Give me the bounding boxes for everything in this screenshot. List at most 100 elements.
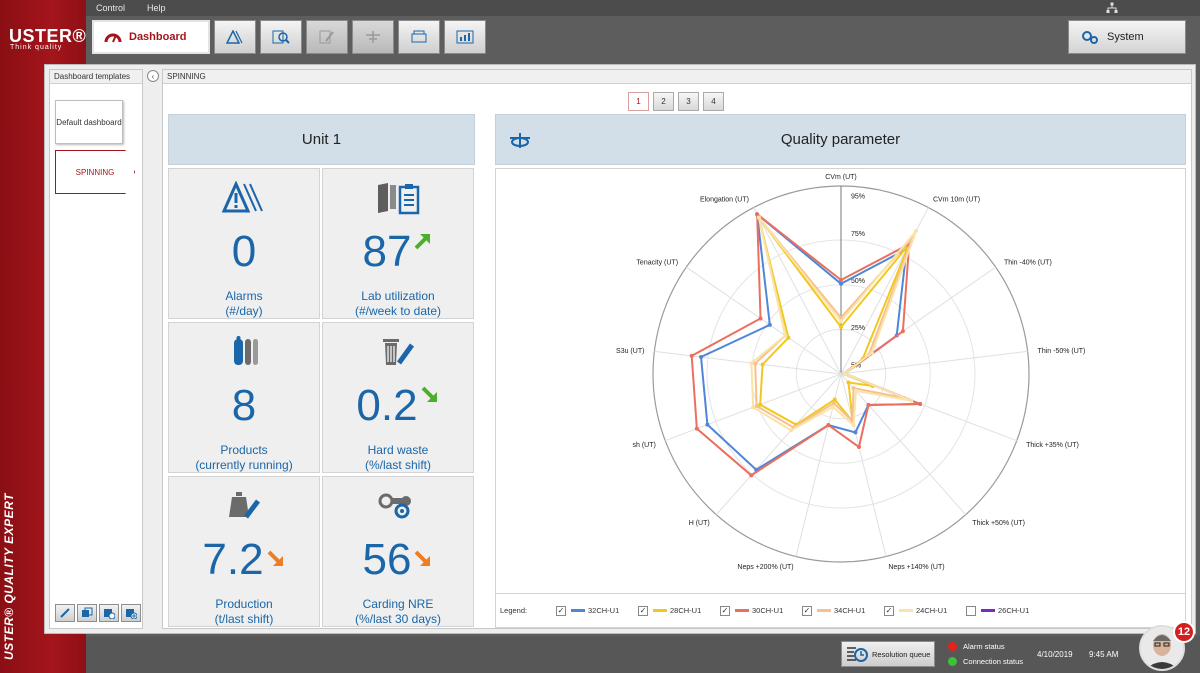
gauge-icon: [104, 33, 122, 43]
system-label: System: [1107, 31, 1144, 43]
page-3-button[interactable]: 3: [678, 92, 699, 111]
hard-waste-label: Hard waste: [367, 443, 429, 457]
radar-point: [866, 402, 871, 407]
menu-help[interactable]: Help: [147, 3, 166, 13]
templates-header: Dashboard templates: [50, 70, 142, 84]
radar-point: [918, 401, 923, 406]
hard-waste-tile[interactable]: 0.2 Hard waste (%/last shift): [322, 322, 474, 473]
legend-item[interactable]: ✓ 24CH-U1: [884, 605, 966, 616]
radar-axis-label: H (UT): [689, 520, 710, 527]
products-label: Products: [220, 443, 268, 457]
page-selector: 1 2 3 4: [628, 92, 724, 111]
chart-report-icon: [456, 30, 474, 44]
bobbins-icon: [234, 336, 258, 365]
legend-checkbox[interactable]: ✓: [638, 605, 648, 616]
template-spinning[interactable]: SPINNING: [55, 150, 135, 194]
legend-item[interactable]: 26CH-U1: [966, 605, 1048, 616]
radar-series-30CH-U1: [690, 212, 921, 477]
spindle-quality-icon: [510, 133, 530, 148]
pencil-icon: [60, 608, 70, 618]
reports-button[interactable]: [444, 20, 486, 54]
radar-point: [754, 403, 759, 408]
legend-item[interactable]: ✓ 28CH-U1: [638, 605, 720, 616]
copy-template-button[interactable]: [77, 604, 97, 622]
legend-item[interactable]: ✓ 32CH-U1: [556, 605, 638, 616]
radar-point: [826, 423, 831, 428]
legend-checkbox[interactable]: [966, 605, 976, 616]
main-frame: Dashboard templates Default dashboard SP…: [44, 64, 1196, 634]
spinning-settings-button[interactable]: [352, 20, 394, 54]
production-tile[interactable]: 7.2 Production (t/last shift): [168, 476, 320, 627]
radar-point: [832, 397, 837, 402]
legend-item[interactable]: ✓ 34CH-U1: [802, 605, 884, 616]
production-label: Production: [215, 597, 273, 611]
template-tools: [55, 604, 141, 622]
carding-nre-tile[interactable]: 56 Carding NRE (%/last 30 days): [322, 476, 474, 627]
collapse-panel-button[interactable]: ‹: [147, 70, 159, 82]
radar-axis-label: Neps +140% (UT): [888, 564, 944, 571]
system-button[interactable]: System: [1068, 20, 1186, 54]
legend-swatch: [817, 609, 831, 612]
notification-badge[interactable]: 12: [1173, 621, 1195, 643]
radar-point: [786, 335, 791, 340]
edit-button[interactable]: [306, 20, 348, 54]
radar-point: [914, 228, 919, 233]
radar-axis-label: Elongation (UT): [700, 197, 749, 204]
radar-point: [853, 430, 858, 435]
radar-axis-label: CVm (UT): [825, 174, 857, 181]
radar-point: [851, 423, 856, 428]
lab-utilization-tile[interactable]: 87 Lab utilization (#/week to date): [322, 168, 474, 319]
add-icon: [126, 609, 137, 619]
alarms-tile[interactable]: 0 Alarms (#/day): [168, 168, 320, 319]
resolution-queue-button[interactable]: Resolution queue: [841, 641, 935, 667]
alarms-toolbar-button[interactable]: [214, 20, 256, 54]
legend-swatch: [899, 609, 913, 612]
legend-checkbox[interactable]: ✓: [802, 605, 812, 616]
radar-ring-label: 25%: [851, 325, 865, 332]
connection-status: Connection status: [948, 657, 1023, 666]
dashboard-content: SPINNING 1 2 3 4 Unit 1 0 Alarms (#/day) …: [162, 69, 1192, 629]
radar-point: [853, 388, 858, 393]
menu-control[interactable]: Control: [96, 3, 126, 13]
add-template-button[interactable]: [121, 604, 141, 622]
carding-machine-icon: [378, 493, 411, 519]
legend-checkbox[interactable]: ✓: [720, 605, 730, 616]
radar-spoke: [715, 373, 842, 516]
network-icon[interactable]: [1106, 2, 1118, 14]
page-1-button[interactable]: 1: [628, 92, 649, 111]
radar-point: [839, 281, 843, 286]
radar-ring-label: 75%: [851, 231, 865, 238]
radar-point: [689, 353, 694, 358]
quality-parameter-title: Quality parameter: [780, 131, 901, 148]
lab-search-button[interactable]: [260, 20, 302, 54]
template-default-dashboard[interactable]: Default dashboard: [55, 100, 123, 144]
radar-ring-label: 95%: [851, 193, 865, 200]
radar-spoke: [840, 350, 1028, 375]
dashboard-button[interactable]: Dashboard: [92, 20, 210, 54]
resolution-queue-label: Resolution queue: [872, 649, 931, 659]
radar-point: [705, 422, 710, 427]
radar-point: [909, 398, 914, 403]
radar-point: [839, 319, 843, 324]
trend-down-arrow-icon: [421, 386, 437, 402]
legend-label: 24CH-U1: [916, 606, 948, 615]
legend-item[interactable]: ✓ 30CH-U1: [720, 605, 802, 616]
products-tile[interactable]: 8 Products (currently running): [168, 322, 320, 473]
lab-utilization-unit: (#/week to date): [354, 304, 442, 318]
production-value: 7.2: [202, 535, 264, 584]
radar-series-24CH-U1: [750, 216, 918, 432]
radar-point: [756, 215, 761, 220]
trend-down-arrow-icon: [267, 550, 283, 566]
machines-button[interactable]: [398, 20, 440, 54]
products-value: 8: [231, 381, 257, 430]
remove-template-button[interactable]: [99, 604, 119, 622]
legend-checkbox[interactable]: ✓: [884, 605, 894, 616]
edit-template-button[interactable]: [55, 604, 75, 622]
page-2-button[interactable]: 2: [653, 92, 674, 111]
gears-icon: [1082, 31, 1098, 44]
legend-checkbox[interactable]: ✓: [556, 605, 566, 616]
radar-axis-label: sh (UT): [633, 442, 656, 449]
page-4-button[interactable]: 4: [703, 92, 724, 111]
legend-items: ✓ 32CH-U1 ✓ 28CH-U1 ✓ 30CH-U1 ✓ 34CH-U1 ✓ 24CH-U1…: [556, 605, 1048, 616]
